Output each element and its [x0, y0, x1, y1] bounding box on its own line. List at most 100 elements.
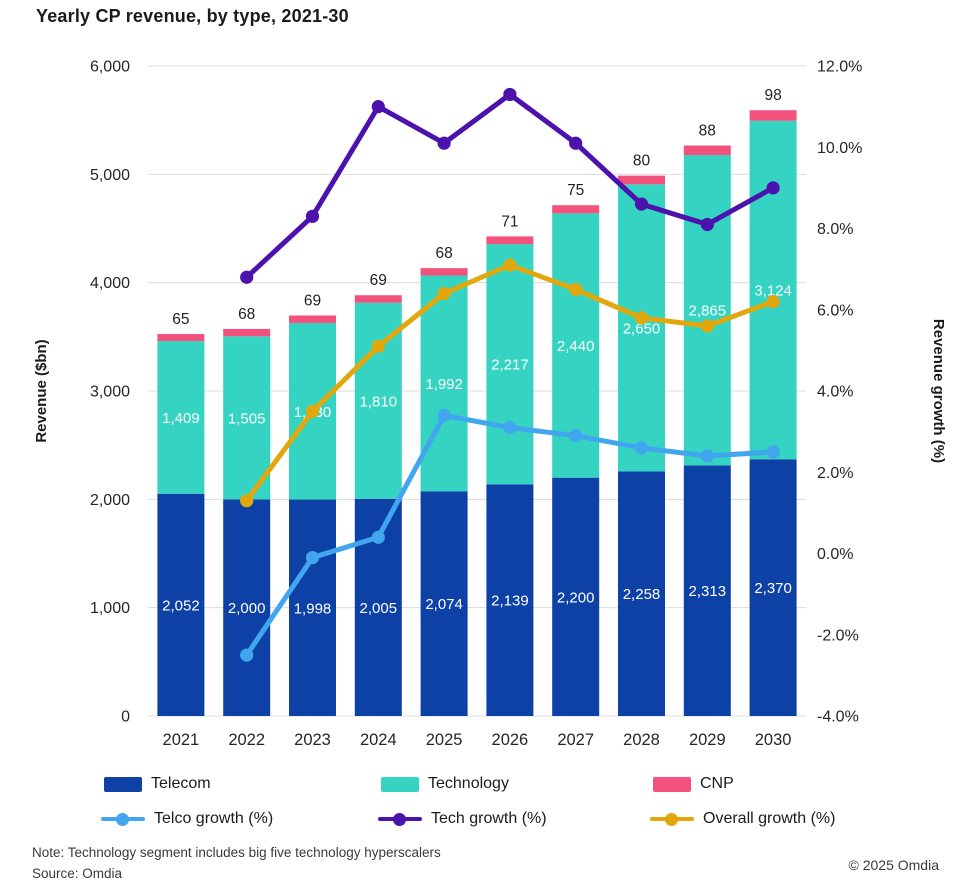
bar-segment-telecom-2023 — [289, 499, 336, 716]
right-axis-tick: 12.0% — [817, 59, 862, 76]
bar-segment-technology-2026 — [486, 244, 534, 485]
point-telco-growth — [766, 445, 780, 459]
left-axis-tick: 1,000 — [90, 600, 130, 617]
bar-label-technology-2029: 2,865 — [689, 303, 727, 320]
right-axis-tick: -4.0% — [817, 709, 859, 726]
bar-label-telecom-2024: 2,005 — [360, 600, 398, 617]
legend-label: Technology — [428, 775, 509, 792]
bar-label-telecom-2027: 2,200 — [557, 589, 595, 606]
footer-copyright: © 2025 Omdia — [848, 857, 939, 873]
right-axis-tick: 2.0% — [817, 465, 853, 482]
left-axis-title: Revenue ($bn) — [33, 339, 50, 442]
bar-segment-telecom-2028 — [618, 471, 665, 716]
bar-segment-cnp-2024 — [354, 295, 402, 303]
bar-label-telecom-2025: 2,074 — [425, 596, 463, 613]
point-telco-growth — [240, 648, 254, 662]
point-tech-growth — [437, 136, 451, 150]
legend-item-telco-growth: Telco growth (%) — [101, 808, 273, 830]
x-axis-tick: 2028 — [623, 731, 660, 749]
bar-segment-telecom-2026 — [486, 484, 534, 716]
legend-label: CNP — [700, 775, 734, 792]
left-axis-tick: 6,000 — [90, 59, 130, 76]
point-tech-growth — [569, 136, 583, 150]
bar-label-technology-2030: 3,124 — [754, 283, 792, 300]
footer-note: Note: Technology segment includes big fi… — [32, 845, 441, 860]
point-telco-growth — [437, 408, 451, 422]
bar-label-technology-2024: 1,810 — [360, 393, 398, 410]
bar-segment-technology-2030 — [749, 120, 797, 460]
bar-label-telecom-2026: 2,139 — [491, 593, 529, 610]
overall-growth-line-icon — [650, 812, 694, 827]
bar-segment-telecom-2021 — [157, 493, 205, 716]
bar-label-cnp-2023: 69 — [304, 292, 321, 309]
point-telco-growth — [503, 420, 517, 435]
right-axis-tick: 6.0% — [817, 302, 853, 319]
axis-ticks: 0 1,000 2,000 3,000 4,000 5,000 6,000 -4.0% -2.0… — [90, 59, 862, 750]
tech-growth-line-icon — [378, 812, 422, 827]
point-telco-growth — [371, 530, 385, 544]
bar-segment-telecom-2030 — [749, 459, 797, 716]
bar-label-telecom-2022: 2,000 — [228, 600, 266, 617]
telco-growth-line-icon — [101, 812, 145, 827]
x-axis-tick: 2021 — [163, 731, 200, 749]
bar-segment-technology-2025 — [420, 275, 468, 492]
bar-segment-cnp-2021 — [157, 334, 205, 342]
left-axis-tick: 4,000 — [90, 275, 130, 292]
point-telco-growth — [305, 550, 320, 565]
bar-label-cnp-2030: 98 — [764, 87, 781, 104]
x-axis-tick: 2025 — [426, 731, 463, 749]
legend-item-tech-growth: Tech growth (%) — [378, 808, 547, 830]
bar-segment-technology-2022 — [223, 336, 271, 500]
point-overall-growth — [240, 494, 254, 508]
bar-label-cnp-2024: 69 — [370, 272, 387, 289]
footer-source: Source: Omdia — [32, 866, 123, 881]
bar-value-labels: 2,0521,409652,0001,505681,9981,630692,00… — [162, 87, 792, 617]
legend-label: Telecom — [151, 775, 211, 792]
left-axis-tick: 3,000 — [90, 384, 130, 401]
bar-label-technology-2022: 1,505 — [228, 410, 266, 427]
legend-label: Tech growth (%) — [431, 810, 547, 827]
bar-label-telecom-2028: 2,258 — [623, 586, 661, 603]
point-overall-growth — [700, 319, 714, 333]
bar-label-cnp-2026: 71 — [501, 213, 518, 230]
bar-segment-cnp-2027 — [552, 205, 600, 214]
x-axis-tick: 2024 — [360, 731, 397, 749]
left-axis-tick: 5,000 — [90, 167, 130, 184]
bar-label-cnp-2029: 88 — [699, 123, 716, 140]
x-axis-tick: 2027 — [557, 731, 594, 749]
bar-segment-technology-2021 — [157, 341, 205, 494]
bar-segment-cnp-2026 — [486, 236, 534, 245]
bar-segment-technology-2029 — [683, 155, 731, 466]
legend-item-cnp: CNP — [653, 773, 734, 795]
left-axis-tick: 2,000 — [90, 492, 130, 509]
bar-label-telecom-2029: 2,313 — [689, 583, 727, 600]
bar-segment-cnp-2023 — [289, 315, 336, 323]
bar-label-cnp-2027: 75 — [567, 182, 584, 199]
point-tech-growth — [305, 209, 320, 223]
right-axis-tick: 0.0% — [817, 546, 853, 563]
technology-swatch-icon — [381, 776, 419, 792]
point-telco-growth — [569, 429, 583, 443]
bar-label-technology-2025: 1,992 — [425, 376, 463, 393]
bar-label-technology-2028: 2,650 — [623, 320, 661, 337]
point-overall-growth — [503, 258, 517, 272]
x-axis-tick: 2022 — [228, 731, 265, 749]
point-telco-growth — [700, 449, 714, 463]
point-tech-growth — [766, 181, 780, 195]
point-overall-growth — [634, 311, 649, 325]
right-axis-tick: 10.0% — [817, 140, 862, 157]
cnp-swatch-icon — [653, 776, 691, 792]
point-overall-growth — [437, 286, 451, 301]
line-series — [240, 87, 780, 662]
bar-segment-cnp-2022 — [223, 328, 271, 337]
right-axis-tick: 8.0% — [817, 221, 853, 238]
bar-segment-cnp-2025 — [420, 268, 468, 276]
legend-item-overall-growth: Overall growth (%) — [650, 808, 835, 830]
point-tech-growth — [371, 100, 385, 114]
bar-segment-cnp-2029 — [683, 145, 731, 156]
left-axis-tick: 0 — [121, 709, 130, 726]
legend-label: Telco growth (%) — [154, 810, 274, 827]
legend-item-telecom: Telecom — [104, 773, 211, 795]
bar-label-cnp-2025: 68 — [435, 245, 452, 262]
bar-segment-telecom-2025 — [420, 491, 468, 716]
